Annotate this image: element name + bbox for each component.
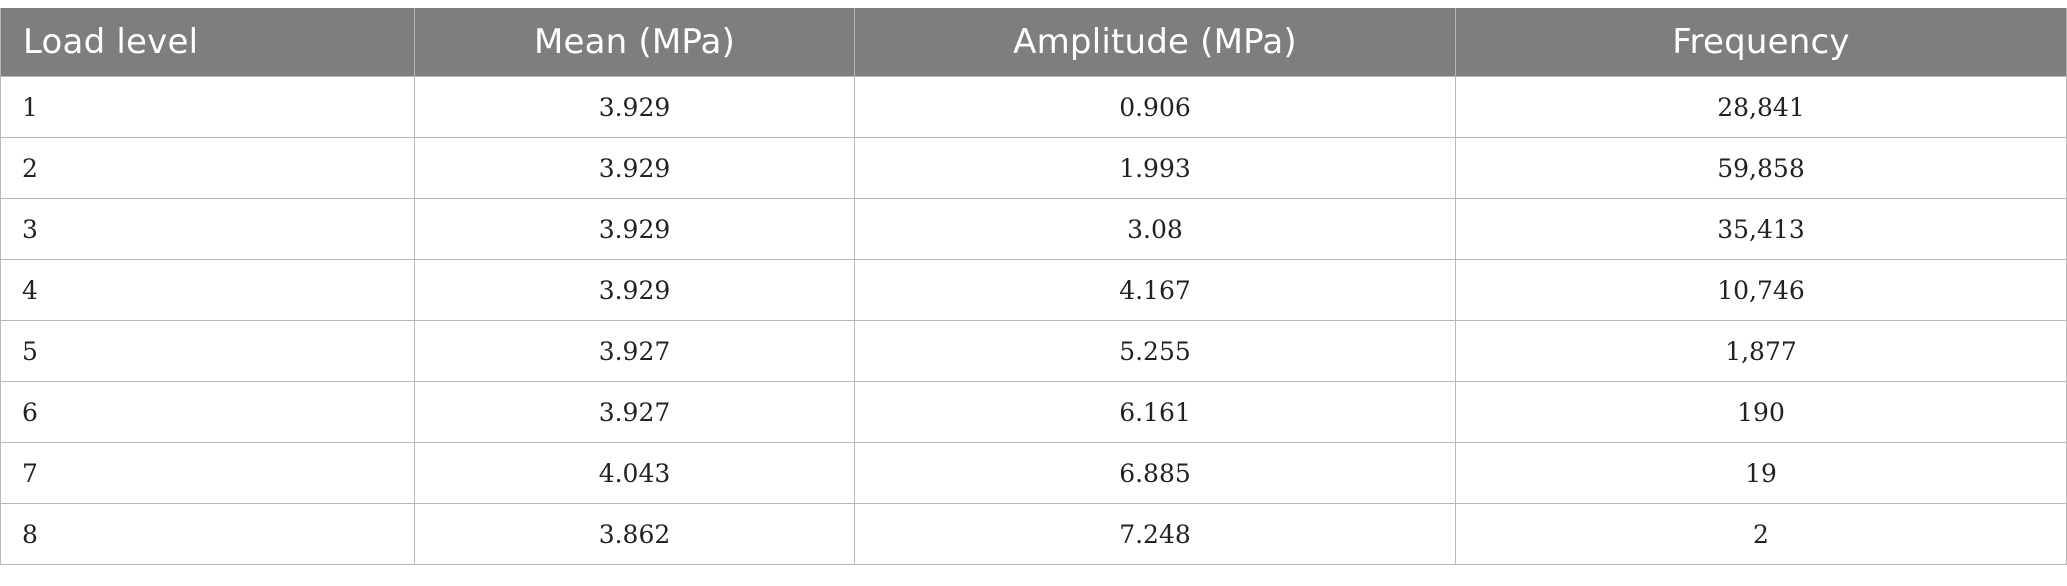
cell-amplitude: 0.906 (854, 76, 1456, 138)
table-body: 1 3.929 0.906 28,841 2 3.929 1.993 59,85… (0, 76, 2067, 565)
header-amplitude: Amplitude (MPa) (854, 8, 1456, 77)
load-level-table: Load level Mean (MPa) Amplitude (MPa) Fr… (0, 8, 2067, 565)
cell-amplitude: 5.255 (854, 320, 1456, 382)
header-row: Load level Mean (MPa) Amplitude (MPa) Fr… (0, 8, 2067, 77)
cell-frequency: 2 (1455, 503, 2067, 565)
cell-load-level: 6 (0, 381, 415, 443)
table-header: Load level Mean (MPa) Amplitude (MPa) Fr… (0, 8, 2067, 77)
cell-mean: 3.929 (414, 259, 855, 321)
table-row: 5 3.927 5.255 1,877 (0, 320, 2067, 382)
cell-amplitude: 1.993 (854, 137, 1456, 199)
header-mean: Mean (MPa) (414, 8, 855, 77)
cell-frequency: 10,746 (1455, 259, 2067, 321)
cell-frequency: 59,858 (1455, 137, 2067, 199)
cell-frequency: 1,877 (1455, 320, 2067, 382)
cell-load-level: 1 (0, 76, 415, 138)
table-row: 1 3.929 0.906 28,841 (0, 76, 2067, 138)
cell-load-level: 8 (0, 503, 415, 565)
table-row: 2 3.929 1.993 59,858 (0, 137, 2067, 199)
cell-frequency: 28,841 (1455, 76, 2067, 138)
cell-mean: 3.862 (414, 503, 855, 565)
header-load-level: Load level (0, 8, 415, 77)
cell-mean: 3.929 (414, 137, 855, 199)
cell-mean: 3.927 (414, 320, 855, 382)
table-row: 7 4.043 6.885 19 (0, 442, 2067, 504)
cell-load-level: 7 (0, 442, 415, 504)
header-frequency: Frequency (1455, 8, 2067, 77)
cell-load-level: 3 (0, 198, 415, 260)
data-table-container: Load level Mean (MPa) Amplitude (MPa) Fr… (0, 8, 2067, 565)
table-row: 8 3.862 7.248 2 (0, 503, 2067, 565)
cell-amplitude: 6.161 (854, 381, 1456, 443)
table-row: 4 3.929 4.167 10,746 (0, 259, 2067, 321)
cell-mean: 3.927 (414, 381, 855, 443)
cell-load-level: 5 (0, 320, 415, 382)
cell-frequency: 35,413 (1455, 198, 2067, 260)
table-row: 6 3.927 6.161 190 (0, 381, 2067, 443)
cell-load-level: 2 (0, 137, 415, 199)
cell-load-level: 4 (0, 259, 415, 321)
cell-amplitude: 3.08 (854, 198, 1456, 260)
cell-amplitude: 6.885 (854, 442, 1456, 504)
cell-amplitude: 4.167 (854, 259, 1456, 321)
cell-frequency: 19 (1455, 442, 2067, 504)
table-row: 3 3.929 3.08 35,413 (0, 198, 2067, 260)
cell-mean: 3.929 (414, 198, 855, 260)
cell-amplitude: 7.248 (854, 503, 1456, 565)
cell-mean: 4.043 (414, 442, 855, 504)
cell-mean: 3.929 (414, 76, 855, 138)
cell-frequency: 190 (1455, 381, 2067, 443)
